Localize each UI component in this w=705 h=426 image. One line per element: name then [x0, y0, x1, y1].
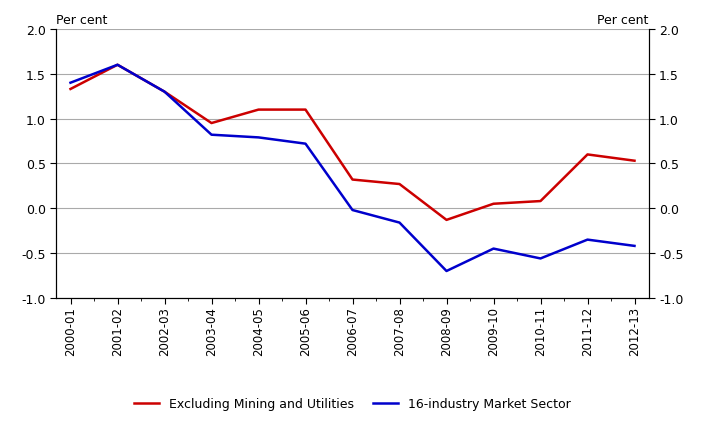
Excluding Mining and Utilities — [348, 178, 357, 183]
Line: 16-industry Market Sector: 16-industry Market Sector — [70, 66, 634, 271]
Excluding Mining and Utilities — [114, 63, 122, 68]
Excluding Mining and Utilities — [66, 87, 75, 92]
16-industry Market Sector — [442, 269, 450, 274]
16-industry Market Sector — [66, 81, 75, 86]
16-industry Market Sector — [583, 238, 591, 243]
16-industry Market Sector — [160, 90, 168, 95]
Excluding Mining and Utilities — [537, 199, 545, 204]
Legend: Excluding Mining and Utilities, 16-industry Market Sector: Excluding Mining and Utilities, 16-indus… — [129, 392, 576, 415]
16-industry Market Sector — [255, 135, 263, 141]
Excluding Mining and Utilities — [160, 90, 168, 95]
Excluding Mining and Utilities — [255, 108, 263, 113]
16-industry Market Sector — [489, 246, 498, 251]
Excluding Mining and Utilities — [207, 121, 216, 126]
Excluding Mining and Utilities — [583, 153, 591, 158]
Excluding Mining and Utilities — [442, 218, 450, 223]
16-industry Market Sector — [207, 133, 216, 138]
16-industry Market Sector — [537, 256, 545, 262]
16-industry Market Sector — [114, 63, 122, 68]
Excluding Mining and Utilities — [489, 202, 498, 207]
Excluding Mining and Utilities — [301, 108, 309, 113]
16-industry Market Sector — [396, 221, 404, 226]
16-industry Market Sector — [301, 142, 309, 147]
Text: Per cent: Per cent — [597, 14, 649, 27]
16-industry Market Sector — [348, 208, 357, 213]
Line: Excluding Mining and Utilities: Excluding Mining and Utilities — [70, 66, 634, 220]
Excluding Mining and Utilities — [630, 159, 639, 164]
Text: Per cent: Per cent — [56, 14, 108, 27]
Excluding Mining and Utilities — [396, 182, 404, 187]
16-industry Market Sector — [630, 244, 639, 249]
